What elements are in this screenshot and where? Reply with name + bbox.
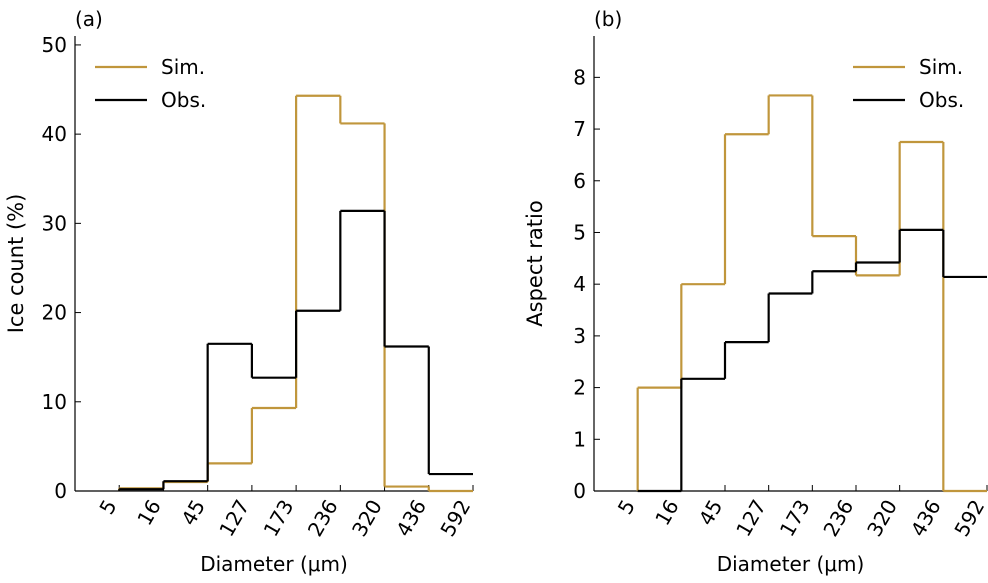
panel-label: (a) (75, 7, 103, 31)
x-tick-label: 236 (818, 496, 858, 541)
x-tick-label: 592 (435, 496, 475, 541)
x-tick-label: 45 (176, 496, 210, 530)
y-tick-label: 0 (54, 479, 67, 503)
x-tick-label: 45 (694, 496, 728, 530)
y-tick-label: 3 (573, 324, 586, 348)
x-tick-label: 320 (862, 496, 902, 541)
x-axis-label: Diameter (μm) (717, 552, 865, 576)
y-tick-label: 0 (573, 479, 586, 503)
x-tick-label: 436 (391, 496, 431, 541)
x-axis-label: Diameter (μm) (200, 552, 348, 576)
panel-label: (b) (594, 7, 622, 31)
x-tick-label: 236 (303, 496, 343, 541)
x-tick-label: 592 (949, 496, 988, 541)
x-tick-label: 173 (775, 496, 815, 541)
y-tick-label: 4 (573, 272, 586, 296)
legend-label: Sim. (161, 55, 205, 79)
x-tick-label: 127 (214, 496, 254, 541)
x-tick-label: 127 (731, 496, 771, 541)
x-tick-label: 320 (347, 496, 387, 541)
y-axis-label: Aspect ratio (523, 200, 547, 326)
y-tick-label: 6 (573, 169, 586, 193)
x-tick-label: 16 (132, 496, 166, 530)
x-tick-label: 16 (650, 496, 684, 530)
y-tick-label: 10 (42, 390, 67, 414)
y-axis-label: Ice count (%) (4, 194, 28, 334)
x-tick-label: 436 (906, 496, 946, 541)
y-tick-label: 8 (573, 65, 586, 89)
x-tick-label: 173 (259, 496, 299, 541)
y-tick-label: 20 (42, 301, 67, 325)
x-tick-label: 5 (613, 496, 640, 519)
y-tick-label: 5 (573, 220, 586, 244)
legend-label: Obs. (161, 88, 206, 112)
x-tick-label: 5 (94, 496, 121, 519)
y-tick-label: 7 (573, 117, 586, 141)
y-tick-label: 50 (42, 33, 67, 57)
y-tick-label: 1 (573, 427, 586, 451)
y-tick-label: 30 (42, 211, 67, 235)
legend-label: Sim. (919, 55, 963, 79)
legend-label: Obs. (919, 88, 964, 112)
y-tick-label: 40 (42, 122, 67, 146)
y-tick-label: 2 (573, 376, 586, 400)
